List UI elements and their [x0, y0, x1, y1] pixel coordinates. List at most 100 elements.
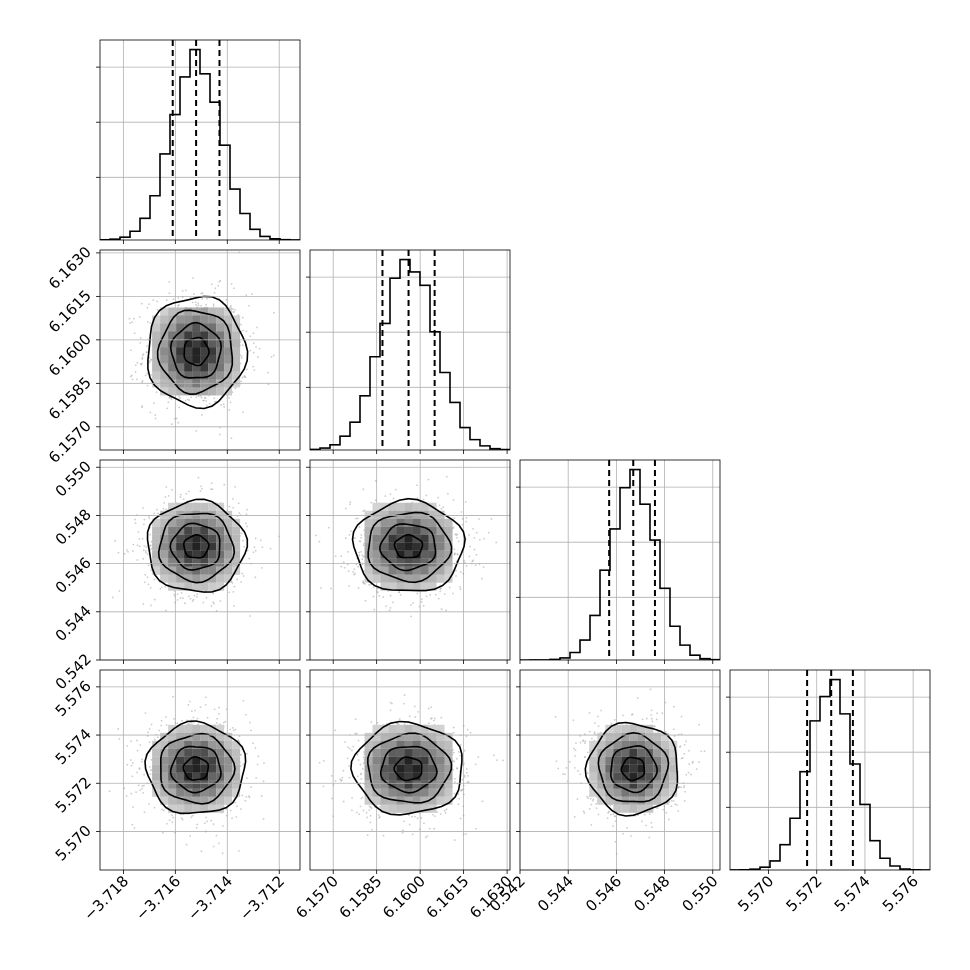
sample-point	[459, 586, 461, 588]
sample-point	[459, 817, 462, 820]
sample-point	[402, 829, 404, 832]
axes-frame	[309, 249, 511, 451]
sample-point	[249, 349, 252, 352]
sample-point	[230, 437, 233, 440]
sample-point	[342, 769, 345, 772]
sample-point	[177, 304, 179, 307]
density-cell	[184, 788, 193, 797]
sample-point	[252, 742, 254, 745]
density-cell	[216, 387, 225, 396]
sample-point	[327, 526, 330, 529]
density-cell	[192, 566, 201, 575]
density-cell	[176, 542, 185, 551]
sample-point	[462, 725, 465, 727]
sample-point	[181, 818, 184, 821]
sample-point	[252, 351, 255, 354]
sample-point	[468, 555, 471, 558]
sample-point	[174, 831, 176, 834]
sample-point	[350, 749, 353, 752]
sample-point	[134, 364, 137, 367]
sample-point	[416, 497, 419, 500]
sample-point	[259, 539, 262, 542]
sample-point	[331, 797, 333, 800]
sample-point	[133, 317, 135, 320]
scatter-panel-3-0	[96, 669, 301, 874]
sample-point	[190, 396, 192, 399]
sample-point	[131, 378, 134, 381]
sample-point	[170, 423, 173, 426]
sample-point	[168, 281, 171, 283]
sample-point	[455, 534, 458, 537]
sample-point	[240, 532, 243, 535]
sample-point	[176, 593, 179, 596]
density-cell	[420, 566, 429, 575]
density-cell	[364, 518, 373, 527]
density-cell	[152, 566, 161, 575]
sample-point	[456, 767, 459, 770]
sample-point	[423, 822, 425, 825]
density-cell	[388, 566, 397, 575]
sample-point	[130, 740, 133, 743]
density-cell	[208, 387, 217, 396]
density-cell	[412, 566, 421, 575]
sample-point	[391, 702, 393, 705]
density-cell	[168, 510, 177, 519]
density-cell	[224, 566, 233, 575]
sample-point	[242, 699, 245, 702]
density-cell	[168, 558, 177, 567]
density-cell	[224, 550, 233, 559]
sample-point	[222, 721, 225, 724]
sample-point	[403, 723, 406, 726]
sample-point	[417, 710, 420, 713]
sample-point	[362, 555, 365, 558]
sample-point	[218, 433, 221, 436]
sample-point	[197, 395, 200, 398]
density-cell	[176, 347, 185, 356]
sample-point	[347, 746, 350, 749]
sample-point	[332, 815, 335, 818]
density-cell	[192, 371, 201, 380]
sample-point	[465, 771, 468, 774]
sample-point	[356, 775, 359, 778]
sample-point	[200, 292, 203, 295]
sample-point	[146, 306, 149, 309]
density-cell	[388, 582, 397, 591]
sample-point	[129, 322, 132, 324]
sample-point	[203, 396, 206, 399]
density-cell	[388, 550, 397, 559]
density-cell	[436, 510, 445, 519]
sample-point	[439, 590, 442, 593]
sample-point	[374, 479, 377, 482]
density-cell	[224, 387, 233, 396]
sample-point	[139, 337, 142, 339]
sample-point	[368, 583, 371, 586]
density-cell	[168, 732, 177, 741]
density-cell	[168, 724, 177, 733]
sample-point	[141, 787, 144, 790]
sample-point	[454, 777, 456, 780]
histogram-step-2	[520, 468, 720, 660]
sample-point	[149, 544, 152, 547]
sample-point	[205, 303, 207, 306]
density-cell	[192, 323, 201, 332]
density-cell	[168, 347, 177, 356]
sample-point	[360, 534, 363, 536]
sample-point	[146, 384, 149, 387]
density-cell	[176, 732, 185, 741]
sample-point	[362, 809, 365, 812]
density-cell	[176, 518, 185, 527]
density-cell	[224, 772, 233, 781]
density-cell	[436, 574, 445, 583]
sample-point	[368, 805, 371, 808]
density-cell	[404, 526, 413, 535]
density-cell	[160, 740, 169, 749]
density-cell	[176, 756, 185, 765]
sample-point	[206, 716, 209, 719]
sample-point	[219, 723, 221, 726]
sample-point	[235, 816, 238, 818]
sample-point	[318, 540, 321, 543]
density-cell	[388, 510, 397, 519]
sample-point	[240, 355, 243, 357]
sample-point	[483, 537, 485, 540]
density-cell	[404, 510, 413, 519]
